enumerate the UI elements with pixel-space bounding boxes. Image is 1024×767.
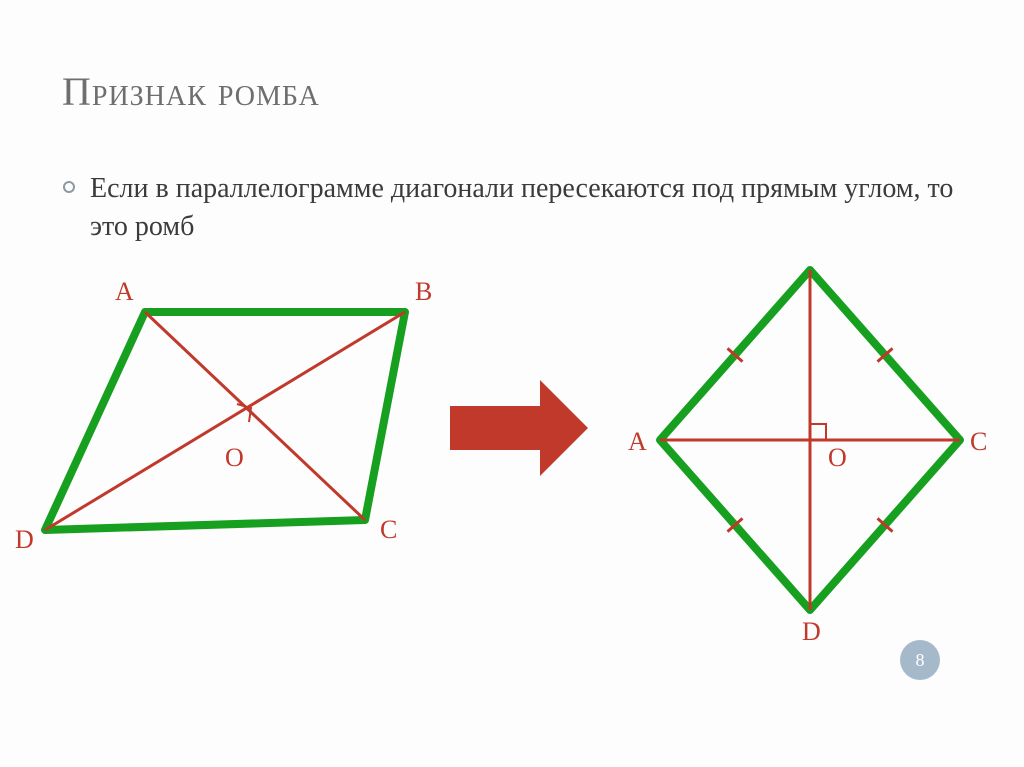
- page-number-badge: 8: [900, 640, 940, 680]
- implies-arrow-icon: [450, 380, 588, 476]
- parallelogram-label-b: B: [415, 277, 432, 306]
- parallelogram-label-c: C: [380, 515, 397, 544]
- rhombus-label-o: O: [828, 443, 847, 472]
- parallelogram-label-o: O: [225, 443, 244, 472]
- parallelogram-label-d: D: [15, 525, 34, 554]
- page-number: 8: [916, 650, 925, 671]
- rhombus-label-a: A: [628, 427, 647, 456]
- diagram-area: A B C D O A B C D O: [0, 260, 1024, 710]
- parallelogram-label-a: A: [115, 277, 134, 306]
- bullet-circle: [64, 182, 74, 192]
- slide-title: Признак ромба: [62, 68, 320, 115]
- rhombus-label-b: B: [802, 260, 819, 262]
- parallelogram-diagonal-ac: [145, 312, 365, 520]
- rhombus-right-angle-icon: [810, 424, 826, 440]
- bullet-marker-icon: [62, 180, 76, 194]
- rhombus-label-d: D: [802, 617, 821, 646]
- bullet-text: Если в параллелограмме диагонали пересек…: [90, 170, 962, 246]
- rhombus-label-c: C: [970, 427, 987, 456]
- diagram-svg: A B C D O A B C D O: [0, 260, 1024, 720]
- bullet-row: Если в параллелограмме диагонали пересек…: [62, 170, 962, 246]
